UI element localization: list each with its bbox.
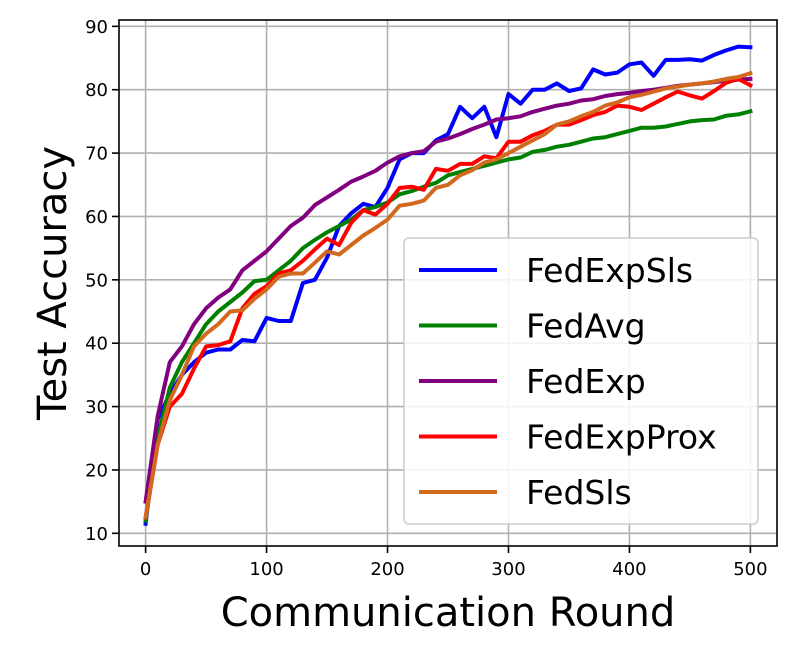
- y-tick-label: 10: [85, 524, 108, 545]
- x-tick-label: 300: [491, 559, 525, 580]
- series-line-fedexpsls: [143, 44, 753, 527]
- x-axis-label: Communication Round: [221, 590, 676, 636]
- series-line-fedexp: [143, 76, 753, 504]
- series-line-fedavg: [143, 108, 753, 523]
- legend: FedExpSls FedAvg FedExp FedExpProx FedSls: [403, 237, 759, 525]
- axis-ticks: 0 100 200 300 400 500 10 20 30 40 50 60 70 80 90: [85, 17, 767, 580]
- y-tick-label: 80: [85, 80, 108, 101]
- y-tick-label: 90: [85, 17, 108, 38]
- series-lines: [143, 44, 754, 527]
- y-axis-label: Test Accuracy: [30, 146, 76, 421]
- y-tick-label: 20: [85, 460, 108, 481]
- plot-frame: [118, 19, 778, 547]
- legend-entry-fedexpsls: FedExpSls: [526, 251, 693, 290]
- x-tick-label: 200: [370, 559, 404, 580]
- y-tick-label: 60: [85, 207, 108, 228]
- x-tick-label: 400: [612, 559, 646, 580]
- x-tick-label: 0: [140, 559, 151, 580]
- legend-entry-fedsls: FedSls: [526, 473, 632, 512]
- series-line-fedsls: [143, 70, 753, 520]
- y-tick-label: 30: [85, 397, 108, 418]
- legend-entry-fedavg: FedAvg: [526, 307, 646, 346]
- series-line-fedexpprox: [143, 76, 754, 520]
- legend-entry-fedexpprox: FedExpProx: [526, 418, 717, 457]
- y-tick-label: 50: [85, 270, 108, 291]
- legend-box: [403, 237, 759, 525]
- x-tick-label: 100: [249, 559, 283, 580]
- y-tick-label: 70: [85, 144, 108, 165]
- x-tick-label: 500: [733, 559, 767, 580]
- y-tick-label: 40: [85, 334, 108, 355]
- legend-entry-fedexp: FedExp: [526, 362, 646, 401]
